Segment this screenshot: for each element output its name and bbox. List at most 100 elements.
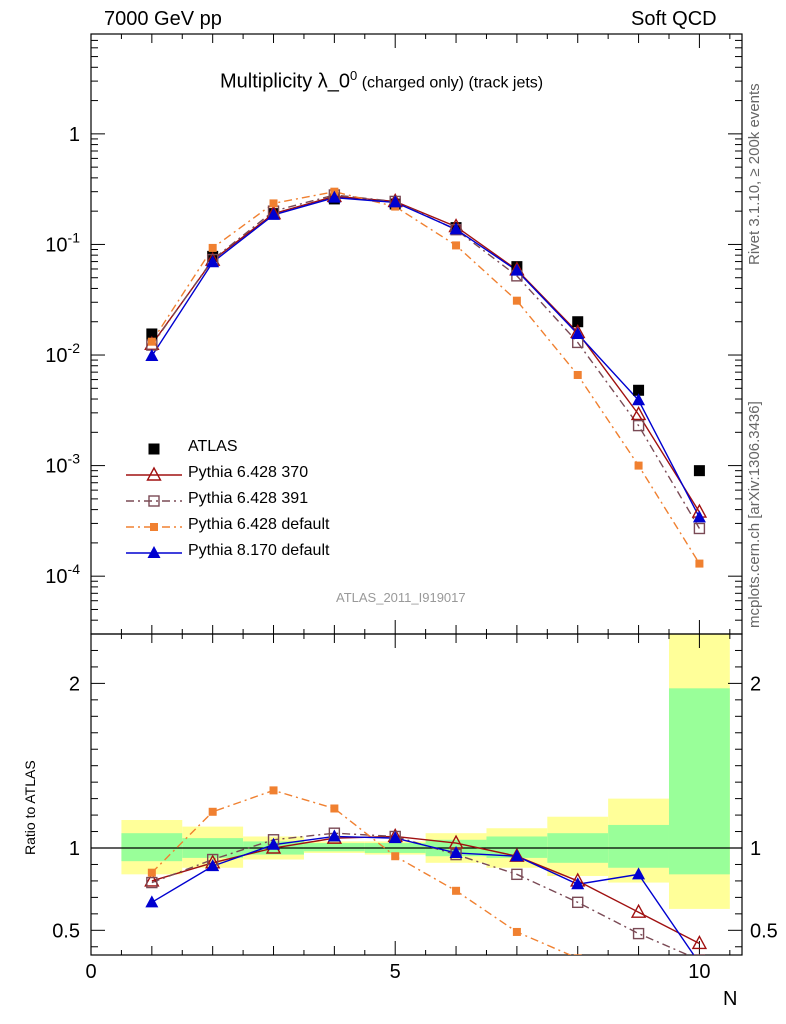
- legend-entry: Pythia 6.428 default: [120, 514, 420, 540]
- ratio-point-pythia-8-170-default: [388, 831, 402, 844]
- y-tick-label: 1: [69, 124, 80, 146]
- legend-marker: [148, 443, 160, 455]
- analysis-watermark: ATLAS_2011_I919017: [336, 590, 466, 605]
- ratio-line-pythia-8-170-default: [151, 835, 695, 955]
- point-pythia-6-428-default: [147, 337, 156, 346]
- rivet-version-label: Rivet 3.1.10, ≥ 200k events: [746, 83, 763, 265]
- ratio-band-inner: [668, 688, 730, 875]
- ratio-point-pythia-6-428-default: [269, 786, 278, 795]
- ratio-band-inner: [303, 843, 365, 852]
- point-pythia-6-428-default: [208, 243, 217, 252]
- ratio-point-pythia-6-428-default: [695, 986, 703, 994]
- plot-title: Multiplicity λ_00 (charged only) (track …: [220, 68, 543, 94]
- legend-label: Pythia 8.170 default: [188, 542, 330, 559]
- ratio-point-pythia-8-170-default: [206, 859, 220, 872]
- ratio-y-tick-label-left: 2: [69, 673, 80, 695]
- ratio-point-pythia-6-428-370: [630, 903, 647, 918]
- ratio-point-pythia-8-170-default: [327, 829, 341, 842]
- series-line-pythia-6-428-default: [151, 190, 701, 564]
- ratio-band-inner: [608, 824, 669, 868]
- point-pythia-6-428-default: [573, 370, 582, 379]
- legend-swatch: [126, 546, 182, 558]
- ratio-point-pythia-6-428-391: [146, 876, 158, 889]
- title-superscript: 0: [350, 68, 358, 83]
- title-subtitle: (charged only) (track jets): [357, 74, 544, 92]
- ratio-y-axis-label: Ratio to ATLAS: [22, 760, 38, 855]
- point-pythia-6-428-default: [695, 559, 704, 568]
- series-line-pythia-8-170-default: [151, 196, 701, 518]
- legend-label: Pythia 6.428 default: [188, 516, 330, 533]
- x-axis-label: N: [723, 988, 738, 1010]
- ratio-line-pythia-6-428-default: [151, 789, 572, 955]
- ratio-point-pythia-6-428-default: [512, 927, 521, 936]
- legend-swatch: [126, 466, 182, 481]
- legend-entry: Pythia 6.428 391: [120, 488, 420, 514]
- point-pythia-8-170-default: [327, 190, 341, 203]
- series-line-pythia-6-428-370: [151, 195, 701, 513]
- ratio-point-pythia-8-170-default: [510, 849, 524, 862]
- x-tick-label: 0: [85, 961, 96, 983]
- point-atlas: [633, 384, 645, 396]
- ratio-lines-group: [91, 789, 742, 955]
- point-pythia-8-170-default: [510, 263, 524, 276]
- y-tick-label: 10-3: [45, 451, 80, 478]
- point-atlas: [146, 328, 158, 340]
- point-pythia-6-428-391: [693, 522, 706, 535]
- ratio-point-pythia-6-428-default: [391, 852, 400, 861]
- ratio-band-inner: [121, 833, 183, 862]
- ratio-y-tick-label-right: 2: [750, 673, 761, 695]
- legend-marker: [148, 495, 160, 507]
- ratio-point-pythia-6-428-default: [208, 807, 217, 816]
- point-pythia-6-428-default: [269, 199, 278, 208]
- ratio-point-pythia-6-428-370: [691, 935, 708, 950]
- legend-swatch: [126, 523, 182, 531]
- legend-marker: [146, 466, 162, 481]
- legend-entry: Pythia 6.428 370: [120, 462, 420, 488]
- point-pythia-8-170-default: [692, 510, 706, 523]
- point-pythia-8-170-default: [388, 195, 402, 208]
- y-tick-label: 10-2: [45, 340, 80, 367]
- ratio-point-pythia-6-428-default: [573, 954, 582, 955]
- ratio-point-pythia-6-428-370: [144, 872, 160, 887]
- point-pythia-6-428-default: [634, 461, 643, 470]
- ratio-point-pythia-8-170-default: [267, 837, 281, 850]
- point-pythia-8-170-default: [145, 348, 159, 361]
- ratio-point-pythia-8-170-default: [449, 845, 463, 858]
- legend-swatch: [126, 495, 182, 507]
- point-pythia-8-170-default: [267, 207, 281, 220]
- point-pythia-6-428-370: [630, 405, 647, 421]
- point-atlas: [572, 316, 584, 328]
- ratio-frame: [90, 633, 743, 956]
- header-left: 7000 GeV pp: [104, 8, 222, 30]
- point-atlas: [693, 465, 705, 477]
- ratio-markers-group: [144, 786, 708, 994]
- point-pythia-8-170-default: [206, 255, 220, 268]
- point-pythia-8-170-default: [632, 393, 646, 406]
- x-tick-label: 5: [390, 961, 401, 983]
- y-tick-label: 10-1: [45, 229, 80, 256]
- point-pythia-6-428-default: [512, 296, 521, 305]
- title-main: Multiplicity λ_0: [220, 70, 351, 93]
- ratio-point-pythia-8-170-default: [571, 877, 585, 890]
- legend-entry: Pythia 8.170 default: [120, 540, 420, 566]
- ratio-point-pythia-6-428-391: [693, 954, 706, 955]
- ratio-y-tick-label-left: 0.5: [52, 920, 80, 942]
- ratio-point-pythia-6-428-391: [632, 927, 645, 940]
- legend-marker: [150, 523, 158, 531]
- legend-label: Pythia 6.428 391: [188, 490, 309, 507]
- point-pythia-8-170-default: [571, 326, 585, 339]
- ratio-point-pythia-6-428-default: [635, 974, 643, 982]
- ratio-y-tick-label-left: 1: [69, 838, 80, 860]
- mcplots-source-label: mcplots.cern.ch [arXiv:1306.3436]: [746, 401, 763, 628]
- x-tick-label: 10: [688, 961, 710, 983]
- y-tick-label: 10-4: [45, 561, 80, 588]
- ratio-point-pythia-8-170-default: [632, 867, 646, 880]
- legend-entry: ATLAS: [120, 436, 420, 462]
- legend-marker: [147, 546, 161, 558]
- point-pythia-8-170-default: [449, 222, 463, 235]
- ratio-point-pythia-6-428-391: [572, 896, 584, 909]
- ratio-y-tick-label-right: 0.5: [750, 920, 778, 942]
- ratio-point-pythia-6-428-default: [452, 886, 461, 895]
- legend-label: Pythia 6.428 370: [188, 464, 309, 481]
